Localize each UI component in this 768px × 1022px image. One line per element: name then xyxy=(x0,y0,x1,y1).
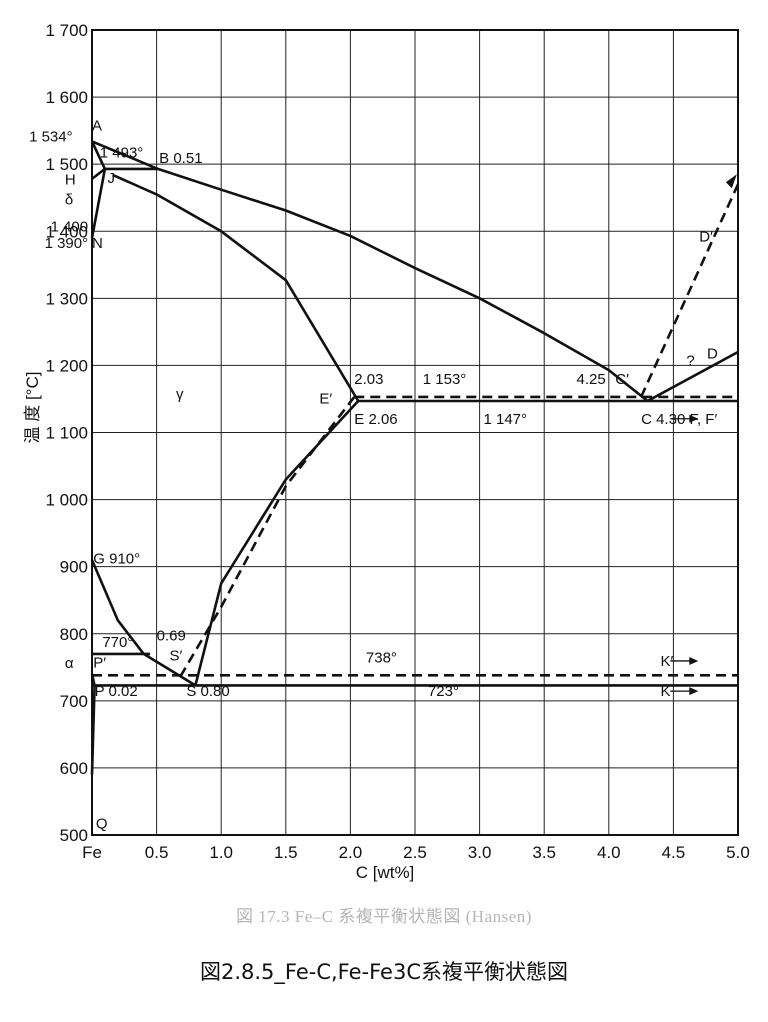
x-tick-label: 2.0 xyxy=(339,843,363,862)
annotation-label: α xyxy=(65,655,74,672)
annotation-label: 1 493° xyxy=(100,144,144,161)
annotation-label: P′ xyxy=(93,654,106,671)
y-axis-ticks: 500 600 700 800 900 1 000 1 100 1 200 1 300 1 400… xyxy=(45,21,88,845)
annotation-label: K xyxy=(660,683,670,700)
x-tick-label: 3.5 xyxy=(532,843,556,862)
boundary-solid xyxy=(112,173,360,402)
annotation-label: P 0.02 xyxy=(95,683,138,700)
annotation-label: 770° xyxy=(102,634,133,651)
boundary-solid xyxy=(91,140,649,403)
annotation-label: 738° xyxy=(366,650,397,667)
K-arrow xyxy=(689,687,699,696)
boundary-solid xyxy=(646,350,739,403)
y-tick-label: 1 600 xyxy=(45,88,88,107)
plot-frame xyxy=(91,29,739,836)
boundary-solid xyxy=(194,400,360,686)
y-axis-label: 温 度 [°C] xyxy=(23,372,42,444)
boundary-dashed xyxy=(179,396,356,676)
phase-diagram-chart: Fe 0.5 1.0 1.5 2.0 2.5 3.0 3.5 4.0 4.5 5.0 500 600 7… xyxy=(23,21,750,882)
x-tick-label: 0.5 xyxy=(145,843,169,862)
boundary-solid xyxy=(90,140,107,170)
y-tick-label: 1 400 xyxy=(45,222,88,241)
annotation-label: J xyxy=(108,170,116,187)
annotation-label: K′ xyxy=(660,653,673,670)
boundary-solid xyxy=(90,559,197,687)
annotation-label: D xyxy=(707,346,718,363)
boundary-solid xyxy=(90,673,96,775)
page-caption: 図2.8.5_Fe-C,Fe-Fe3C系複平衡状態図 xyxy=(199,960,568,984)
y-tick-label: 1 700 xyxy=(45,21,88,40)
annotation-label: 723° xyxy=(428,683,459,700)
F-arrow xyxy=(689,414,699,423)
annotation-label: 4.25 xyxy=(577,371,606,388)
annotation-label: 1 534° xyxy=(29,128,73,145)
annotation-label: ? xyxy=(686,352,694,369)
boundary-solid xyxy=(90,168,107,239)
x-tick-label: 5.0 xyxy=(726,843,750,862)
phase-boundaries xyxy=(90,140,740,775)
y-tick-label: 500 xyxy=(60,826,88,845)
figure-caption: 図 17.3 Fe–C 系複平衡状態図 (Hansen) xyxy=(236,907,532,926)
annotation-label: 1 400 xyxy=(51,218,89,235)
annotation-label: S 0.80 xyxy=(186,683,229,700)
x-tick-label: Fe xyxy=(82,843,102,862)
annotation-label: A xyxy=(92,118,102,135)
y-tick-label: 1 200 xyxy=(45,356,88,375)
annotation-label: Q xyxy=(96,815,108,832)
annotation-label: 1 147° xyxy=(483,411,527,428)
annotation-label: 1 153° xyxy=(423,371,467,388)
y-tick-label: 1 300 xyxy=(45,289,88,308)
annotation-label: N xyxy=(92,235,103,252)
annotation-label: S′ xyxy=(170,648,183,665)
y-tick-label: 600 xyxy=(60,759,88,778)
y-tick-label: 800 xyxy=(60,625,88,644)
annotation-label: 0.69 xyxy=(157,627,186,644)
annotation-label: G 910° xyxy=(93,550,140,567)
y-tick-label: 700 xyxy=(60,692,88,711)
boundary-dashed xyxy=(639,183,740,398)
x-tick-label: 1.0 xyxy=(209,843,233,862)
x-tick-label: 2.5 xyxy=(403,843,427,862)
annotation-label: 2.03 xyxy=(354,371,383,388)
x-axis-label: C [wt%] xyxy=(356,863,415,882)
y-tick-label: 1 100 xyxy=(45,424,88,443)
annotation-label: 1 390° xyxy=(45,235,89,252)
D-prime-arrow xyxy=(725,174,737,189)
K-prime-arrow xyxy=(689,656,699,665)
annotation-label: E 2.06 xyxy=(354,411,397,428)
annotation-label: E′ xyxy=(319,391,332,408)
annotation-label: D′ xyxy=(699,228,713,245)
annotation-label: C 4.30 F, F′ xyxy=(641,411,717,428)
annotation-label: δ xyxy=(65,191,73,208)
x-axis-ticks: Fe 0.5 1.0 1.5 2.0 2.5 3.0 3.5 4.0 4.5 5.0 xyxy=(82,843,750,862)
boundary-solid xyxy=(91,167,106,180)
annotation-label: B 0.51 xyxy=(159,150,202,167)
x-tick-label: 1.5 xyxy=(274,843,298,862)
annotation-label: C′ xyxy=(615,371,629,388)
annotation-label: H xyxy=(65,171,76,188)
x-tick-label: 3.0 xyxy=(468,843,492,862)
x-tick-label: 4.0 xyxy=(597,843,621,862)
y-tick-label: 1 000 xyxy=(45,491,88,510)
x-tick-label: 4.5 xyxy=(662,843,686,862)
y-tick-label: 1 500 xyxy=(45,155,88,174)
y-tick-label: 900 xyxy=(60,558,88,577)
arrows xyxy=(670,174,737,696)
annotation-label: γ xyxy=(176,386,184,403)
